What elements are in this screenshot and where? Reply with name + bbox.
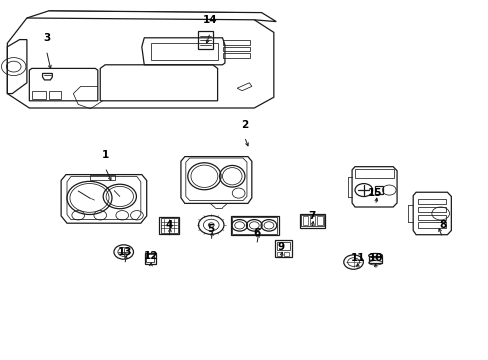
Text: 12: 12 (143, 251, 158, 261)
Text: 11: 11 (350, 253, 365, 263)
Text: 1: 1 (102, 150, 108, 160)
Bar (354, 169, 393, 178)
Bar (276, 242, 289, 250)
Bar (32, 91, 46, 99)
Bar (317, 216, 322, 225)
Bar (223, 47, 249, 51)
Bar (299, 214, 325, 228)
Text: 8: 8 (438, 220, 445, 230)
Bar (146, 254, 154, 262)
Text: 13: 13 (117, 247, 132, 257)
Text: 14: 14 (203, 15, 217, 25)
Bar (144, 253, 155, 264)
Bar (223, 53, 249, 58)
Bar (301, 215, 323, 226)
Bar (198, 31, 212, 49)
Bar (274, 240, 291, 257)
Bar (302, 216, 307, 225)
Text: 7: 7 (307, 211, 315, 221)
Bar (223, 40, 249, 45)
Bar (90, 175, 115, 180)
Bar (417, 222, 446, 228)
Bar (230, 216, 278, 235)
Text: 10: 10 (368, 253, 383, 263)
Bar (159, 217, 179, 234)
Bar (232, 217, 277, 234)
Bar (374, 186, 383, 194)
Bar (49, 91, 61, 99)
Bar (284, 252, 288, 256)
Text: 15: 15 (367, 188, 382, 198)
Bar (309, 216, 315, 225)
Text: 6: 6 (253, 228, 260, 238)
Text: 5: 5 (207, 224, 214, 234)
Bar (368, 256, 382, 263)
Bar (161, 218, 177, 233)
Bar (417, 215, 446, 220)
Bar (417, 199, 446, 204)
Bar (150, 43, 218, 60)
Text: 9: 9 (277, 242, 284, 252)
Text: 2: 2 (241, 120, 247, 130)
Bar (417, 207, 446, 212)
Bar (277, 252, 282, 256)
Text: 3: 3 (43, 33, 50, 43)
Text: 4: 4 (164, 220, 172, 230)
